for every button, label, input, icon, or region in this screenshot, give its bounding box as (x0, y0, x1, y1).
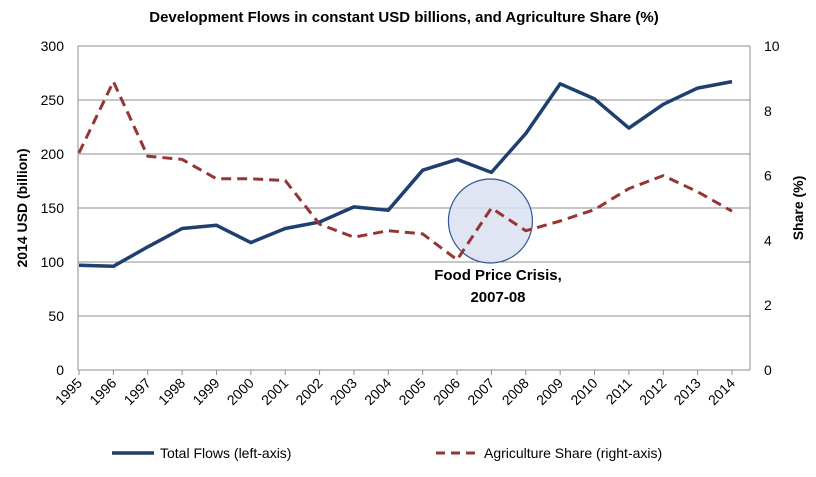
x-tick-label: 1997 (121, 375, 154, 408)
chart-title: Development Flows in constant USD billio… (149, 9, 659, 26)
x-tick-label: 1996 (86, 375, 119, 408)
annotation-text-line: Food Price Crisis, (434, 267, 562, 284)
annotation-text-line: 2007-08 (470, 289, 525, 306)
x-tick-label: 2011 (602, 375, 635, 408)
x-tick-label: 2001 (258, 375, 291, 408)
food-price-crisis-annotation: Food Price Crisis, 2007-08 (434, 267, 562, 306)
highlight-circle (447, 178, 534, 264)
x-tick-label: 1995 (52, 375, 85, 408)
left-tick-label: 300 (41, 38, 65, 54)
x-tick-label: 2010 (567, 375, 600, 408)
left-axis-ticks: 0 50 100 150 200 250 300 (41, 38, 65, 378)
food-price-crisis-highlight (447, 178, 534, 264)
x-tick-label: 2002 (292, 375, 325, 408)
x-tick-label: 2007 (464, 375, 497, 408)
left-tick-label: 50 (48, 308, 64, 324)
x-tick-label: 1998 (155, 375, 188, 408)
x-tick-label: 2012 (636, 375, 669, 408)
right-tick-label: 0 (764, 362, 772, 378)
x-tick-label: 2006 (430, 375, 463, 408)
left-tick-label: 250 (41, 92, 65, 108)
legend-label: Agriculture Share (right-axis) (484, 445, 662, 461)
right-tick-label: 2 (764, 297, 772, 313)
x-tick-label: 2009 (533, 375, 566, 408)
x-tick-label: 2000 (224, 375, 257, 408)
legend: Total Flows (left-axis) Agriculture Share… (112, 445, 662, 461)
gridlines (78, 45, 750, 317)
x-tick-label: 2004 (361, 375, 394, 408)
right-tick-label: 4 (764, 232, 772, 248)
x-tick-label: 2014 (705, 375, 738, 408)
left-tick-label: 0 (56, 362, 64, 378)
y-axis-right-label: Share (%) (790, 176, 806, 241)
x-tick-label: 2013 (670, 375, 703, 408)
left-tick-label: 150 (41, 200, 65, 216)
x-tick-label: 1999 (189, 375, 222, 408)
left-tick-label: 100 (41, 254, 65, 270)
series-line-agriculture-share (77, 80, 733, 262)
series-lines (77, 79, 733, 269)
x-axis-ticks: 1995 1996 1997 1998 1999 2000 2001 2002 2003 2004… (52, 375, 738, 408)
right-axis-ticks: 0 2 4 6 8 10 (764, 38, 780, 378)
axes (77, 46, 751, 375)
x-tick-label: 2008 (499, 375, 532, 408)
legend-label: Total Flows (left-axis) (160, 445, 291, 461)
right-tick-label: 10 (764, 38, 780, 54)
x-tick-label: 2003 (327, 375, 360, 408)
series-line-total-flows (78, 79, 733, 269)
y-axis-left-label: 2014 USD (billion) (14, 148, 30, 267)
right-tick-label: 6 (764, 168, 772, 184)
x-tick-label: 2005 (395, 375, 428, 408)
left-tick-label: 200 (41, 146, 65, 162)
right-tick-label: 8 (764, 103, 772, 119)
